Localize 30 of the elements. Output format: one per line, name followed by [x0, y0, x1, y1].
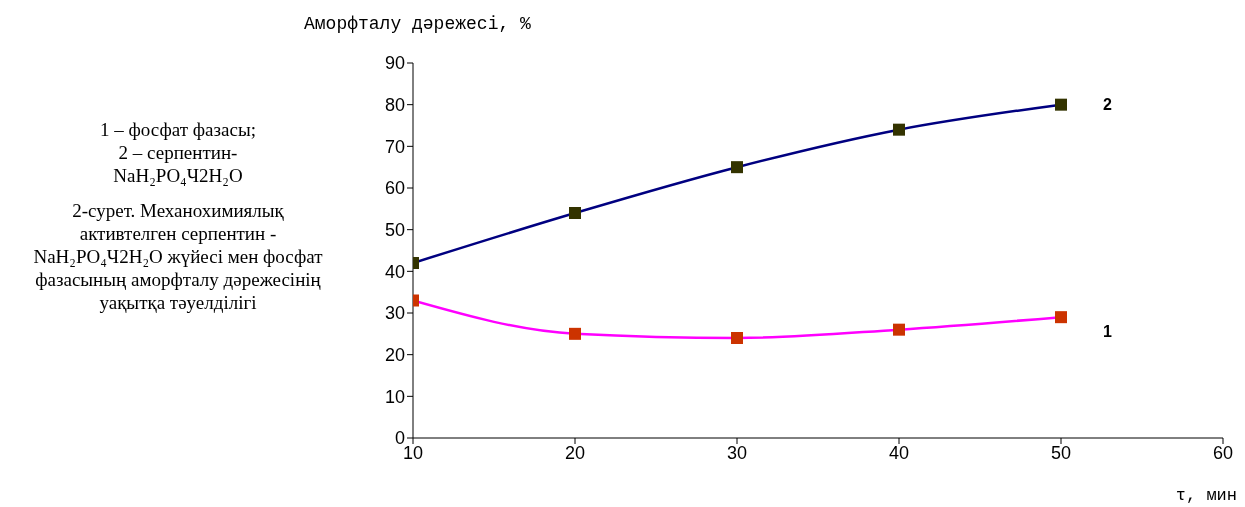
text: 2-сурет. Механохимиялық активтелген серпентин - NaH₂PO₄Ч2H₂O жүйесі мен фосфат фазасының аморфталу дәрежесінің уақытқа тәуелділігі [32, 199, 324, 314]
y-tick-label: 50 [384, 220, 405, 241]
point [569, 207, 581, 219]
y-tick-label: 60 [384, 178, 405, 199]
text: 1 [1103, 323, 1112, 341]
point [731, 161, 743, 174]
point [731, 332, 743, 344]
point [1055, 98, 1067, 111]
x-tick-label: 30 [726, 442, 748, 463]
point [893, 323, 905, 336]
text: 2 [1103, 95, 1112, 113]
y-tick-label: 80 [384, 95, 405, 116]
x-axis-title: τ, мин [1175, 486, 1237, 505]
y-axis-title: Аморфталу дәрежесі, % [304, 14, 531, 34]
y-tick-label: 70 [384, 136, 405, 157]
y-tick-label: 30 [384, 303, 405, 324]
point [569, 327, 581, 340]
x-tick-label: 40 [888, 442, 910, 463]
x-tick-label: 60 [1212, 442, 1234, 463]
y-tick-label: 40 [384, 261, 405, 282]
point [893, 123, 905, 136]
y-tick-label: 10 [384, 386, 405, 407]
y-tick-label: 0 [394, 428, 405, 449]
y-tick-label: 90 [384, 53, 405, 74]
y-tick-label: 20 [384, 345, 405, 366]
x-tick-label: 20 [564, 442, 586, 463]
x-tick-label: 50 [1050, 442, 1072, 463]
x-tick-label: 10 [402, 442, 424, 463]
text: 1 – фосфат фазасы; 2 – серпентин- NaH₂PO₄Ч2H₂O [99, 118, 257, 187]
point [1055, 311, 1067, 324]
